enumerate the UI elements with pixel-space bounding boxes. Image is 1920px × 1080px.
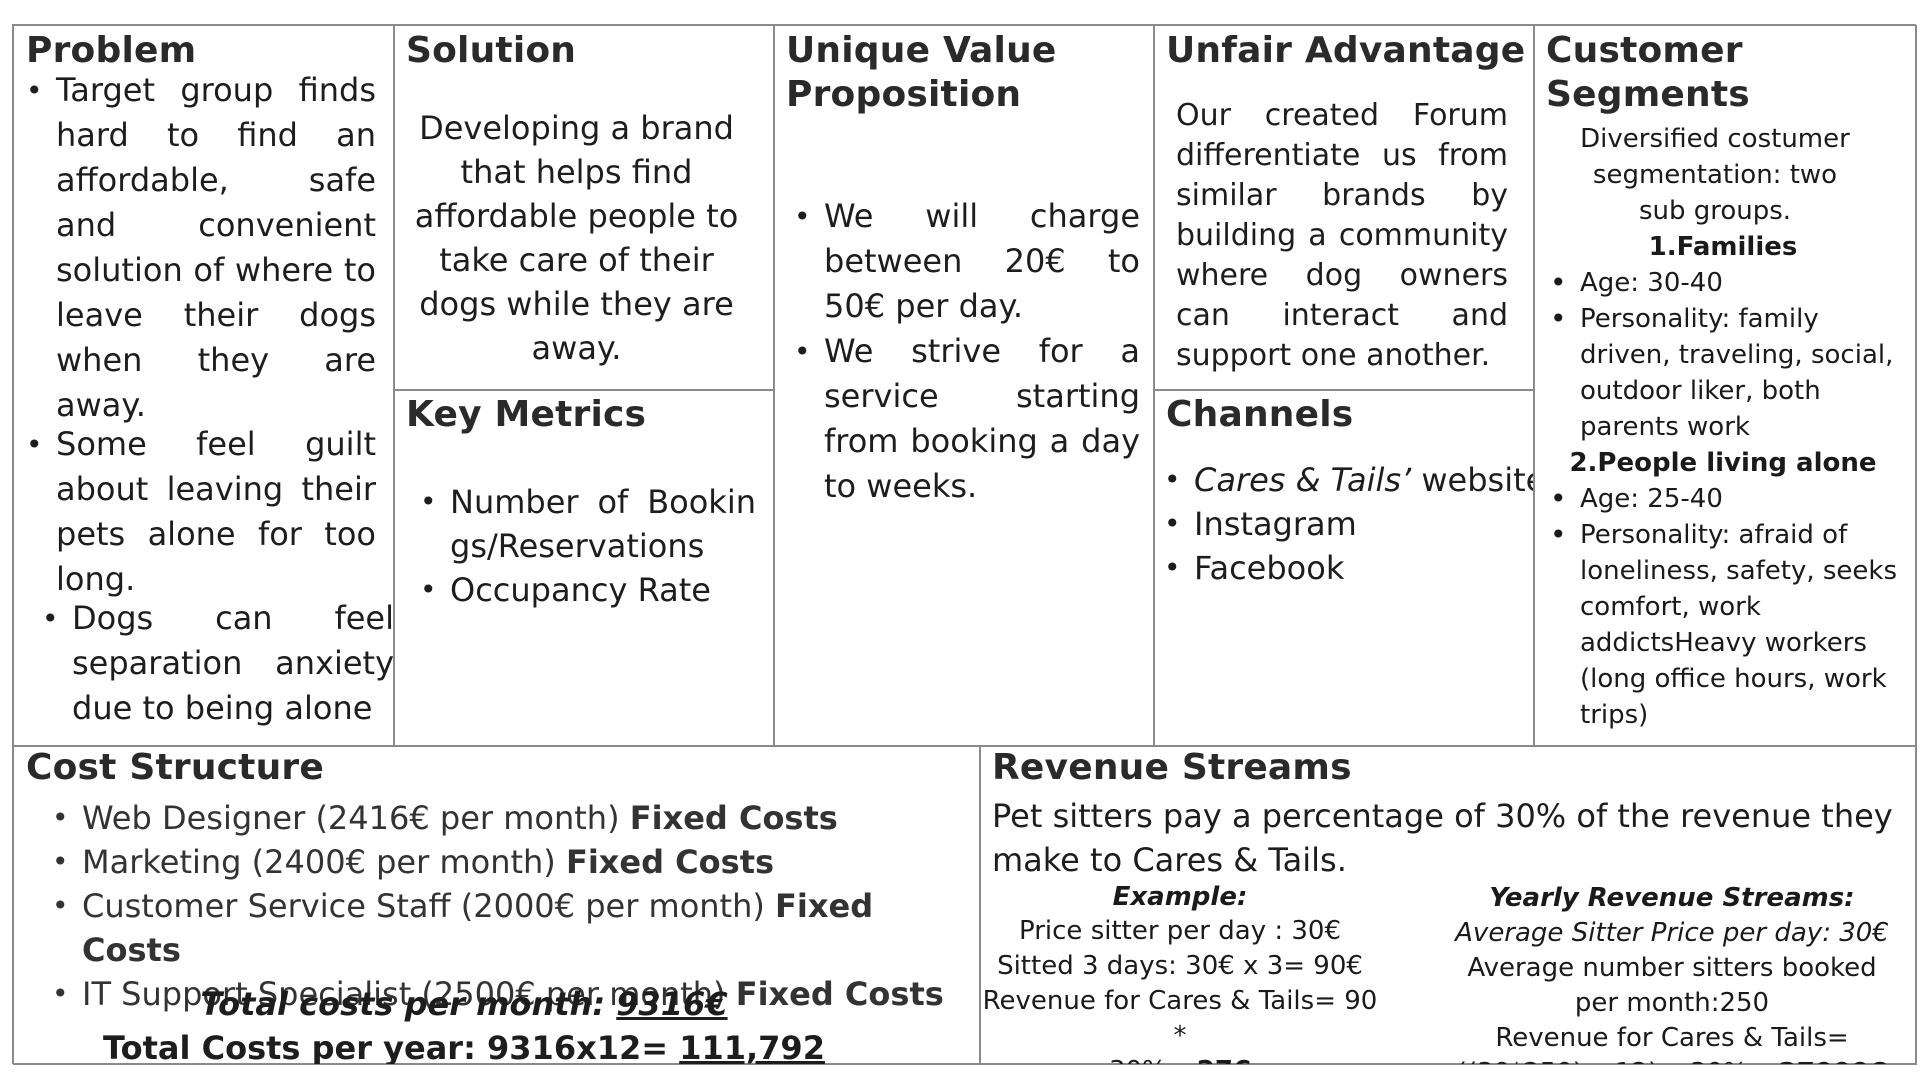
list-item: IT Support Specialist (2500€ per month) … <box>52 972 972 1016</box>
uvp-cell: Unique Value Proposition We will charge … <box>773 25 1155 747</box>
example-title: Example: <box>1112 882 1248 912</box>
brand-name: Cares & Tails’ <box>1194 461 1412 499</box>
problem-cell: Problem Target group finds hard to find … <box>13 25 395 747</box>
list-item: Marketing (2400€ per month) Fixed Costs <box>52 840 972 884</box>
cost-structure-cell: Cost Structure Web Designer (2416€ per m… <box>13 745 981 1065</box>
cost-item-text: Customer Service Staff (2000€ per month) <box>82 887 776 925</box>
list-item: We strive for a service starting from bo… <box>794 329 1140 509</box>
uvp-title-line1: Unique Value <box>786 30 1057 71</box>
channels-list: Cares & Tails’ website Instagram Faceboo… <box>1164 458 1535 590</box>
customer-segments-title-line2: Segments <box>1546 74 1750 115</box>
yearly-line: Revenue for Cares & Tails= <box>1495 1023 1849 1053</box>
list-item: Customer Service Staff (2000€ per month)… <box>52 884 972 972</box>
yearly-title: Yearly Revenue Streams: <box>1489 883 1855 913</box>
total-month: Total costs per month: 9316€ <box>14 982 914 1026</box>
cost-item-text: Web Designer (2416€ per month) <box>82 799 630 837</box>
problem-list: Target group finds hard to find an affor… <box>26 68 394 731</box>
example-line: Sitted 3 days: 30€ x 3= 90€ <box>997 951 1363 981</box>
customer-segments-title-line1: Customer <box>1546 30 1743 71</box>
total-year-label: Total Costs per year: 9316x12= <box>103 1029 680 1065</box>
cost-item-tag: Fixed Costs <box>82 887 874 969</box>
yearly-line: Average number sitters booked per month:… <box>1467 953 1877 1018</box>
uvp-list: We will charge between 20€ to 50€ per da… <box>794 194 1140 509</box>
revenue-streams-cell: Revenue Streams Pet sitters pay a percen… <box>979 745 1917 1065</box>
yearly-result: ((30*250) x 12) x 30%= 27000€ <box>1450 1056 1894 1064</box>
cost-item-tag: Fixed Costs <box>735 975 944 1013</box>
group1-title: 1.Families <box>1648 232 1798 262</box>
channel-facebook: Facebook <box>1164 546 1534 590</box>
lean-canvas: Problem Target group finds hard to find … <box>12 24 1917 1065</box>
cost-item-text: IT Support Specialist (2500€ per month) <box>82 975 736 1013</box>
cost-structure-title: Cost Structure <box>26 747 324 788</box>
list-item: Dogs can feel separation anxiety due to … <box>42 596 394 731</box>
group2-list: Age: 25-40 Personality: afraid of loneli… <box>1550 481 1900 733</box>
solution-cell: Solution Developing a brand that helps f… <box>393 25 775 391</box>
cost-item-tag: Fixed Costs <box>565 843 775 881</box>
total-month-label: Total costs per month: <box>200 985 617 1023</box>
list-item: Age: 25-40 <box>1550 481 1900 517</box>
yearly-result-label: ((30*250) x 12) x 30%= <box>1457 1058 1770 1064</box>
channel-website: Cares & Tails’ website <box>1164 458 1535 502</box>
unfair-advantage-title: Unfair Advantage <box>1166 30 1526 71</box>
unfair-advantage-text: Our created Forum differentiate us from … <box>1176 98 1508 373</box>
list-item: We will charge between 20€ to 50€ per da… <box>794 194 1140 329</box>
solution-title: Solution <box>406 30 577 71</box>
channel-instagram: Instagram <box>1164 502 1534 546</box>
yearly-line: Average Sitter Price per day: 30€ <box>1455 918 1889 948</box>
yearly-result-value: 27000€ <box>1770 1058 1888 1064</box>
list-item: Target group finds hard to find an affor… <box>26 68 376 428</box>
unfair-advantage-cell: Unfair Advantage Our created Forum diffe… <box>1153 25 1535 391</box>
revenue-intro: Pet sitters pay a percentage of 30% of t… <box>992 797 1893 879</box>
total-year-value: 111,792 <box>679 1029 825 1065</box>
group2-title: 2.People living alone <box>1569 448 1877 478</box>
channels-title: Channels <box>1166 394 1354 435</box>
example-line: Price sitter per day : 30€ <box>1019 916 1341 946</box>
list-item: Web Designer (2416€ per month) Fixed Cos… <box>52 796 972 840</box>
problem-title: Problem <box>26 30 197 71</box>
customer-segments-intro: Diversified costumer segmentation: two s… <box>1580 124 1850 226</box>
channels-cell: Channels Cares & Tails’ website Instagra… <box>1153 389 1535 747</box>
customer-segments-cell: Customer Segments Diversified costumer s… <box>1533 25 1917 747</box>
example-result-label: 30%= <box>1109 1056 1197 1064</box>
list-item: Personality: family driven, traveling, s… <box>1550 301 1900 445</box>
cost-item-tag: Fixed Costs <box>629 799 838 837</box>
example-line: Revenue for Cares & Tails= 90 * <box>982 986 1378 1051</box>
revenue-streams-title: Revenue Streams <box>992 747 1352 788</box>
list-item: Some feel guilt about leaving their pets… <box>26 422 376 602</box>
cost-item-text: Marketing (2400€ per month) <box>82 843 566 881</box>
revenue-example: Example: Price sitter per day : 30€ Sitt… <box>980 880 1380 1064</box>
solution-text: Developing a brand that helps find affor… <box>414 109 739 367</box>
group1-list: Age: 30-40 Personality: family driven, t… <box>1550 265 1900 445</box>
list-item: Personality: afraid of loneliness, safet… <box>1550 517 1900 733</box>
list-item: Number of Bookings/Reservations <box>420 480 756 568</box>
cost-list: Web Designer (2416€ per month) Fixed Cos… <box>52 796 972 1016</box>
uvp-title-line2: Proposition <box>786 74 1022 115</box>
key-metrics-list: Number of Bookings/Reservations Occupanc… <box>420 480 756 612</box>
example-result: 30%= 27€ <box>980 1054 1380 1064</box>
key-metrics-title: Key Metrics <box>406 394 647 435</box>
total-month-value: 9316€ <box>616 985 728 1023</box>
revenue-yearly: Yearly Revenue Streams: Average Sitter P… <box>1450 880 1894 1064</box>
list-item: Age: 30-40 <box>1550 265 1900 301</box>
list-item: Occupancy Rate <box>420 568 756 612</box>
total-year: Total Costs per year: 9316x12= 111,792 <box>14 1026 914 1065</box>
example-result-value: 27€ <box>1197 1056 1251 1064</box>
website-label: website <box>1411 461 1535 499</box>
key-metrics-cell: Key Metrics Number of Bookings/Reservati… <box>393 389 775 747</box>
